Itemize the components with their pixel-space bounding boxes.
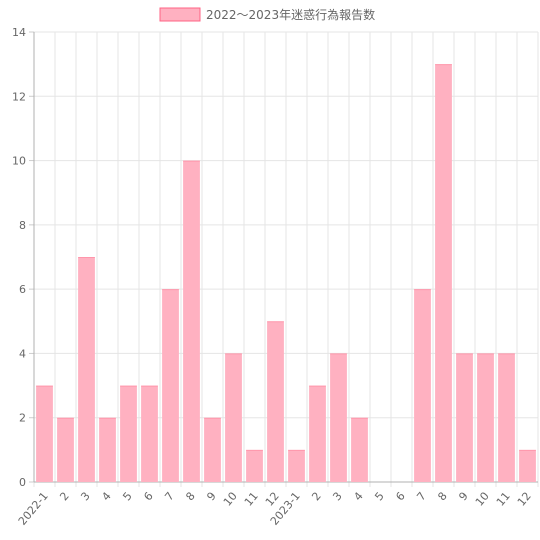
- bar[interactable]: [267, 321, 284, 482]
- bar[interactable]: [309, 385, 326, 482]
- bars: [36, 64, 536, 483]
- legend-swatch[interactable]: [159, 7, 201, 22]
- bar[interactable]: [120, 385, 137, 482]
- bar[interactable]: [498, 353, 515, 482]
- x-tick-label: 3: [78, 490, 92, 504]
- bar[interactable]: [288, 449, 305, 482]
- x-tick-label: 12: [515, 490, 534, 509]
- bar[interactable]: [519, 449, 536, 482]
- x-tick-label: 2: [57, 490, 71, 504]
- x-tick-label: 7: [414, 490, 428, 504]
- x-tick-label: 8: [183, 490, 197, 504]
- bar[interactable]: [162, 289, 179, 482]
- y-tick-label: 8: [19, 219, 26, 232]
- x-tick-label: 8: [435, 490, 449, 504]
- y-tick-label: 4: [19, 347, 26, 360]
- y-tick-label: 2: [19, 412, 26, 425]
- x-tick-label: 4: [351, 490, 365, 504]
- y-tick-label: 6: [19, 283, 26, 296]
- x-tick-label: 10: [473, 490, 492, 509]
- bar[interactable]: [78, 257, 95, 482]
- x-tick-label: 9: [204, 490, 218, 504]
- bar[interactable]: [414, 289, 431, 482]
- x-tick-label: 6: [141, 490, 155, 504]
- bar[interactable]: [183, 160, 200, 483]
- bar[interactable]: [36, 385, 53, 482]
- x-tick-label: 4: [99, 490, 113, 504]
- bar[interactable]: [456, 353, 473, 482]
- legend[interactable]: 2022～2023年迷惑行為報告数: [159, 7, 375, 22]
- bar[interactable]: [246, 449, 263, 482]
- x-tick-label: 3: [330, 490, 344, 504]
- y-tick-label: 0: [19, 476, 26, 489]
- bar[interactable]: [204, 417, 221, 482]
- x-tick-label: 11: [494, 490, 513, 509]
- x-tick-label: 7: [162, 490, 176, 504]
- x-tick-label: 5: [372, 490, 386, 504]
- bar[interactable]: [330, 353, 347, 482]
- y-tick-label: 14: [12, 26, 26, 39]
- x-tick-label: 2: [309, 490, 323, 504]
- bar[interactable]: [477, 353, 494, 482]
- bar[interactable]: [225, 353, 242, 482]
- axes: [29, 31, 538, 483]
- y-tick-labels: 0 2 4 6 8 10 12 14: [12, 26, 26, 489]
- bar[interactable]: [99, 417, 116, 482]
- legend-label[interactable]: 2022～2023年迷惑行為報告数: [206, 7, 375, 22]
- y-tick-label: 12: [12, 90, 26, 103]
- x-tick-label: 11: [242, 490, 261, 509]
- bar[interactable]: [57, 417, 74, 482]
- x-tick-label: 9: [456, 490, 470, 504]
- grid: [33, 31, 539, 487]
- x-tick-label: 2022-1: [16, 490, 51, 528]
- x-tick-label: 10: [221, 490, 240, 509]
- bar[interactable]: [141, 385, 158, 482]
- bar[interactable]: [351, 417, 368, 482]
- bar[interactable]: [435, 64, 452, 483]
- x-tick-label: 6: [393, 490, 407, 504]
- y-tick-label: 10: [12, 155, 26, 168]
- x-tick-label: 5: [120, 490, 134, 504]
